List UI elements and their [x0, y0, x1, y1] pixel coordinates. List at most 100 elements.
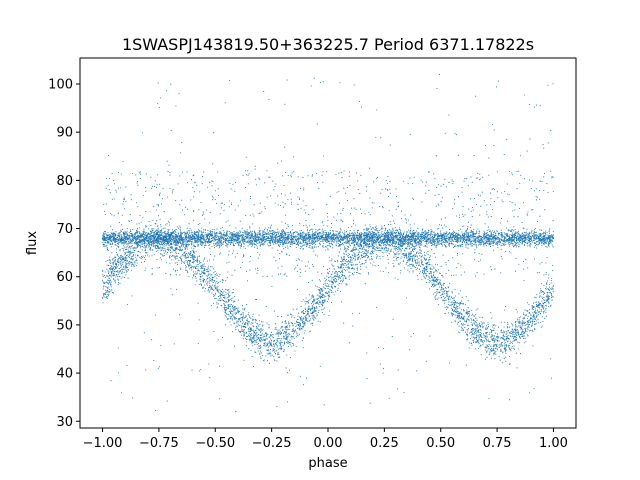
data-point: [322, 244, 324, 246]
data-point: [550, 242, 552, 244]
data-point: [368, 233, 370, 235]
data-point: [230, 242, 232, 244]
data-point: [498, 238, 500, 240]
data-point: [482, 236, 484, 238]
data-point: [420, 237, 422, 239]
data-point: [532, 230, 534, 232]
data-point: [514, 242, 516, 244]
data-point: [121, 238, 123, 240]
data-point: [228, 230, 231, 233]
data-point: [170, 238, 173, 240]
data-point: [512, 234, 514, 236]
data-point: [231, 233, 233, 236]
data-point: [227, 241, 230, 243]
data-point: [346, 234, 348, 236]
data-point: [320, 234, 322, 236]
data-point: [491, 232, 493, 234]
data-point: [450, 238, 452, 240]
data-point: [190, 242, 192, 244]
data-point: [259, 245, 261, 247]
data-point: [213, 231, 215, 233]
data-point: [202, 237, 204, 239]
data-point: [511, 236, 513, 238]
data-point: [479, 242, 481, 244]
data-point: [242, 234, 245, 236]
data-point: [272, 237, 274, 239]
data-point: [107, 234, 109, 236]
data-point: [422, 239, 425, 241]
data-point: [307, 244, 309, 246]
data-point: [533, 235, 535, 237]
data-point: [297, 243, 300, 245]
data-point: [448, 232, 451, 234]
data-point: [317, 238, 319, 240]
data-point: [283, 248, 285, 250]
data-point: [142, 231, 144, 233]
data-point: [336, 242, 338, 244]
data-point: [518, 244, 520, 246]
data-point: [464, 239, 466, 241]
data-point: [178, 236, 180, 238]
data-point: [234, 233, 236, 235]
data-point: [305, 236, 307, 238]
data-point: [535, 242, 537, 244]
data-point: [522, 237, 524, 239]
data-point: [246, 238, 248, 240]
data-point: [352, 239, 354, 241]
data-point: [492, 245, 494, 247]
data-point: [330, 226, 333, 229]
data-point: [369, 233, 372, 236]
data-point: [340, 238, 342, 240]
data-point: [179, 242, 182, 245]
data-point: [203, 246, 206, 248]
data-point: [242, 231, 244, 233]
data-point: [290, 234, 292, 236]
data-point: [270, 238, 272, 240]
data-point: [190, 240, 192, 242]
data-point: [540, 229, 543, 231]
data-point: [218, 237, 220, 239]
data-point: [295, 231, 297, 233]
data-point: [255, 233, 257, 235]
data-point: [359, 233, 361, 235]
data-point: [448, 243, 450, 245]
data-point: [256, 238, 258, 241]
data-point: [245, 236, 248, 238]
data-point: [209, 243, 211, 245]
data-point: [240, 244, 242, 246]
data-point: [497, 238, 499, 240]
data-point: [430, 228, 432, 231]
data-point: [502, 240, 504, 242]
data-point: [316, 237, 318, 239]
data-point: [346, 238, 348, 240]
data-point: [465, 231, 467, 233]
data-point: [119, 239, 121, 241]
data-point: [258, 231, 261, 233]
data-point: [531, 235, 534, 237]
data-point: [450, 242, 453, 244]
data-point: [421, 238, 424, 240]
data-point: [323, 242, 325, 244]
data-point: [106, 236, 108, 238]
data-point: [411, 231, 413, 233]
data-point: [531, 230, 533, 232]
data-point: [444, 234, 446, 236]
data-point: [258, 230, 260, 232]
data-point: [500, 232, 502, 234]
data-point: [439, 230, 442, 232]
data-point: [116, 238, 118, 240]
data-point: [219, 247, 221, 249]
data-point: [462, 241, 464, 243]
data-point: [318, 234, 320, 236]
data-point: [275, 234, 278, 236]
data-point: [356, 241, 359, 243]
data-point: [109, 238, 111, 240]
data-point: [470, 245, 472, 247]
data-point: [128, 232, 130, 234]
data-point: [520, 238, 522, 240]
data-point: [450, 240, 452, 242]
data-point: [299, 230, 301, 232]
data-point: [238, 239, 240, 241]
data-point: [527, 235, 529, 237]
data-point: [315, 243, 317, 246]
